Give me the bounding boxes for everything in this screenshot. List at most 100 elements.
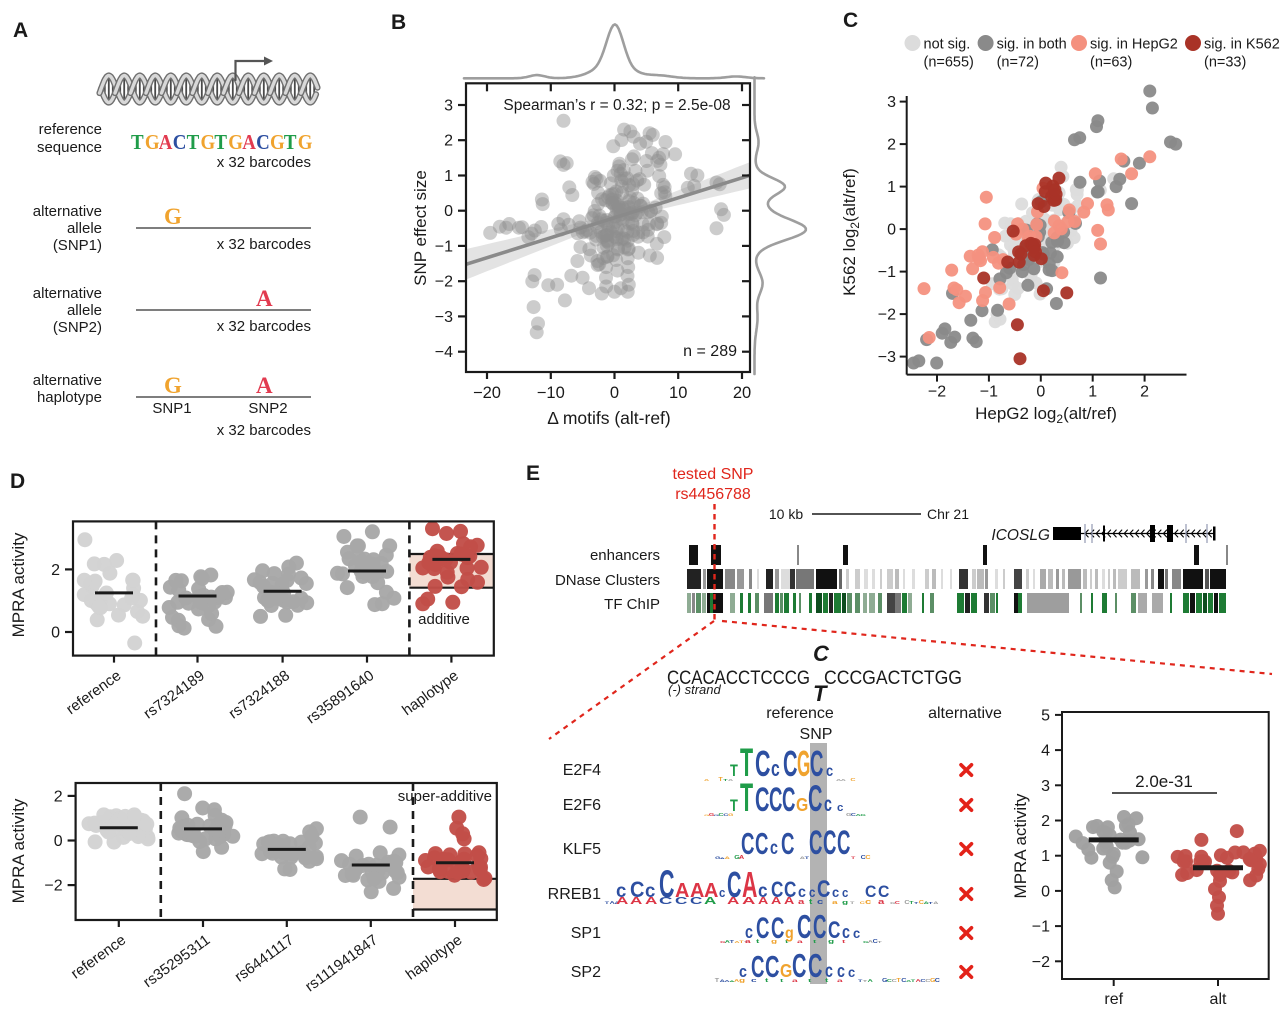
svg-text:RREB1: RREB1 (548, 886, 601, 903)
svg-text:a: a (878, 897, 885, 905)
svg-text:g: g (771, 938, 777, 944)
svg-text:A: A (13, 19, 28, 42)
svg-text:alt: alt (1210, 991, 1227, 1008)
svg-text:super-additive: super-additive (398, 788, 492, 805)
svg-text:SNP: SNP (800, 726, 833, 743)
svg-text:haplotype: haplotype (37, 389, 102, 406)
svg-text:A: A (856, 814, 861, 817)
svg-text:alternative: alternative (33, 285, 102, 302)
svg-text:C: C (873, 939, 879, 945)
svg-text:−3: −3 (435, 309, 453, 326)
svg-text:T: T (131, 131, 144, 154)
svg-text:G: G (714, 814, 720, 817)
svg-text:−2: −2 (1032, 954, 1050, 971)
svg-text:A: A (242, 131, 256, 154)
svg-text:G: G (704, 814, 710, 816)
svg-text:A: A (256, 373, 273, 398)
svg-text:A: A (841, 779, 846, 782)
svg-text:g: g (842, 899, 848, 905)
svg-text:T: T (851, 857, 856, 861)
svg-text:alternative: alternative (33, 372, 102, 389)
svg-text:C: C (675, 895, 687, 906)
svg-text:C: C (837, 823, 850, 862)
svg-text:A: A (728, 779, 733, 782)
svg-text:C: C (630, 878, 644, 902)
svg-text:T: T (813, 681, 828, 706)
svg-text:G: G (709, 813, 715, 817)
svg-text:A: A (739, 855, 745, 861)
svg-text:C: C (783, 745, 797, 785)
svg-text:A: A (742, 865, 757, 905)
svg-text:T: T (284, 131, 297, 154)
svg-text:1: 1 (887, 179, 896, 196)
svg-text:C: C (808, 947, 823, 985)
svg-text:T: T (805, 857, 810, 860)
svg-text:C: C (851, 813, 857, 817)
svg-text:0: 0 (610, 384, 619, 402)
svg-text:sig. in HepG2: sig. in HepG2 (1090, 37, 1178, 53)
svg-text:−1: −1 (878, 264, 896, 281)
svg-text:T: T (850, 901, 855, 905)
svg-text:G: G (145, 131, 160, 154)
svg-text:(n=63): (n=63) (1090, 55, 1132, 71)
svg-text:C: C (784, 878, 796, 903)
svg-text:T: T (730, 798, 738, 816)
svg-text:C: C (256, 131, 270, 154)
svg-text:reference: reference (39, 121, 102, 138)
svg-text:A: A (690, 880, 705, 902)
svg-text:A: A (725, 856, 731, 860)
svg-text:0: 0 (1036, 384, 1045, 401)
svg-text:A: A (610, 901, 616, 905)
svg-text:allele: allele (67, 302, 102, 319)
svg-text:c: c (616, 881, 626, 902)
svg-text:C: C (813, 641, 830, 666)
svg-text:rs4456788: rs4456788 (675, 486, 751, 503)
svg-text:C: C (771, 913, 784, 945)
svg-text:MPRA activity: MPRA activity (9, 798, 28, 903)
svg-text:G: G (728, 814, 733, 818)
svg-text:(SNP2): (SNP2) (53, 319, 102, 336)
svg-text:alternative: alternative (33, 203, 102, 220)
svg-text:a: a (837, 978, 843, 984)
svg-text:C: C (861, 855, 867, 861)
svg-text:C: C (843, 9, 858, 32)
svg-text:C: C (901, 978, 907, 984)
svg-text:T: T (723, 779, 728, 782)
svg-text:c: c (842, 886, 849, 901)
svg-text:c: c (837, 961, 845, 981)
svg-text:B: B (391, 11, 406, 34)
svg-text:A: A (836, 779, 841, 782)
svg-text:G: G (270, 131, 285, 154)
svg-text:t: t (809, 898, 812, 906)
svg-text:sig. in K562: sig. in K562 (1204, 37, 1280, 53)
svg-text:reference: reference (766, 705, 834, 722)
svg-text:c: c (809, 884, 815, 900)
svg-text:C: C (817, 877, 830, 903)
svg-text:D: D (10, 470, 25, 493)
svg-text:G: G (780, 961, 792, 981)
svg-text:C: C (865, 883, 877, 902)
svg-text:C: C (781, 827, 794, 861)
svg-text:A: A (704, 895, 716, 906)
svg-text:C: C (659, 862, 674, 905)
svg-text:(SNP1): (SNP1) (53, 237, 102, 254)
svg-text:A: A (616, 895, 628, 906)
svg-text:C: C (828, 917, 840, 943)
svg-text:(-) strand: (-) strand (668, 682, 722, 697)
svg-text:−10: −10 (537, 384, 565, 402)
svg-text:2: 2 (1041, 813, 1050, 830)
svg-text:A: A (906, 980, 911, 983)
svg-text:2: 2 (51, 562, 60, 579)
svg-text:0: 0 (887, 222, 896, 239)
svg-text:E2F4: E2F4 (563, 762, 601, 779)
svg-text:A: A (727, 895, 739, 906)
svg-text:C: C (765, 951, 779, 984)
svg-text:enhancers: enhancers (590, 547, 660, 564)
svg-text:C: C (808, 779, 822, 820)
svg-text:0: 0 (444, 203, 453, 220)
svg-text:c: c (832, 885, 840, 901)
svg-text:A: A (734, 941, 739, 944)
svg-text:A: A (868, 978, 874, 984)
svg-text:T: T (730, 940, 735, 945)
svg-text:a: a (832, 899, 838, 905)
